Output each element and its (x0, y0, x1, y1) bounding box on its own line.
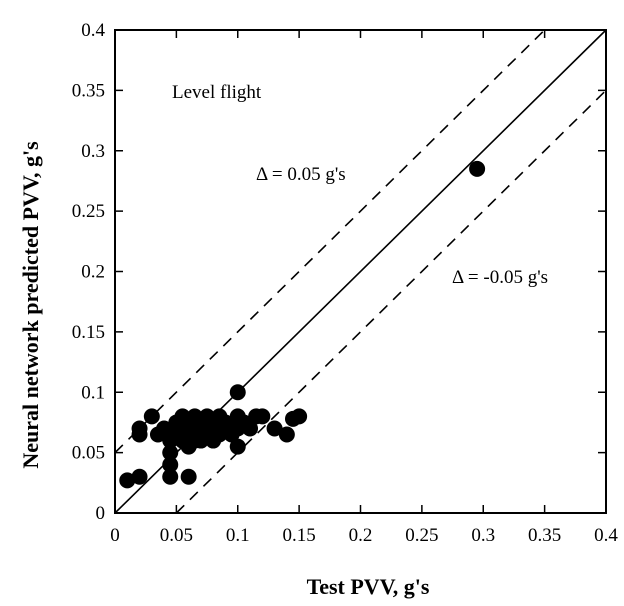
x-tick-label: 0.3 (471, 525, 495, 546)
y-tick-label: 0.05 (72, 443, 105, 464)
ticks-layer: 0 0.05 0.1 0.15 0.2 0.25 0.3 0.35 0.4 0 0.05 0.1 0.1… (72, 20, 619, 546)
y-tick-label: 0.15 (72, 322, 105, 343)
data-point (229, 438, 246, 455)
y-tick-label: 0.4 (81, 20, 105, 41)
data-point (143, 408, 160, 425)
data-point (242, 420, 259, 437)
x-tick-label: 0.05 (160, 525, 193, 546)
x-tick-label: 0.15 (283, 525, 316, 546)
data-point (131, 420, 148, 437)
data-point (291, 408, 308, 425)
annotation-lower-delta: Δ = -0.05 g's (452, 267, 548, 288)
data-point (229, 384, 246, 401)
data-point (469, 160, 486, 177)
data-point (192, 432, 209, 449)
data-point (266, 420, 283, 437)
y-tick-label: 0 (96, 503, 106, 524)
y-tick-label: 0.2 (81, 262, 105, 283)
dashed-band-line (114, 29, 546, 454)
x-tick-label: 0.4 (594, 525, 618, 546)
data-point (119, 472, 136, 489)
y-tick-label: 0.1 (81, 382, 105, 403)
data-point (162, 444, 179, 461)
data-point (254, 408, 271, 425)
y-tick-label: 0.35 (72, 80, 105, 101)
data-point (174, 408, 191, 425)
plot-frame (114, 29, 607, 514)
y-axis-title: Neural network predicted PVV, g's (18, 141, 43, 469)
data-point (278, 426, 295, 443)
data-point (180, 468, 197, 485)
x-axis-title: Test PVV, g's (307, 574, 430, 599)
x-tick-label: 0.35 (528, 525, 561, 546)
y-tick-label: 0.25 (72, 201, 105, 222)
annotation-level-flight: Level flight (172, 82, 262, 103)
data-point (131, 468, 148, 485)
annotation-upper-delta: Δ = 0.05 g's (256, 164, 346, 185)
data-point (217, 414, 234, 431)
data-point (162, 468, 179, 485)
y-tick-label: 0.3 (81, 141, 105, 162)
dashed-band-line (175, 89, 607, 514)
x-tick-label: 0.1 (226, 525, 250, 546)
data-point (162, 456, 179, 473)
data-points (119, 160, 486, 489)
data-point (156, 420, 173, 437)
x-tick-label: 0.25 (405, 525, 438, 546)
x-tick-label: 0 (110, 525, 120, 546)
x-tick-label: 0.2 (349, 525, 373, 546)
